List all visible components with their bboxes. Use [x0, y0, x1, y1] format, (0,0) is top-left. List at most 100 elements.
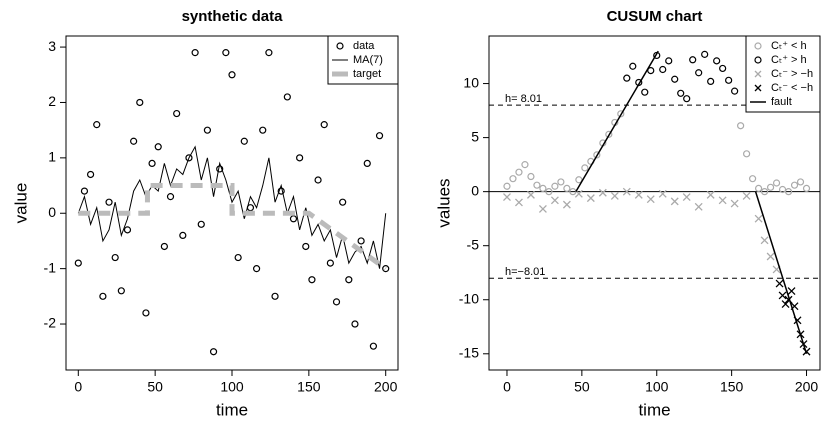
x-tick-label: 200	[795, 379, 819, 395]
point	[659, 65, 667, 74]
x-tick-label: 150	[720, 379, 744, 395]
x-tick-label: 200	[374, 379, 398, 395]
line	[77, 145, 387, 269]
chart-title: CUSUM chart	[607, 8, 703, 25]
point	[514, 198, 523, 207]
legend-label: MA(7)	[353, 54, 383, 66]
point	[271, 292, 279, 300]
point	[527, 172, 535, 181]
point	[629, 62, 637, 70]
point	[665, 57, 673, 65]
point	[142, 309, 150, 317]
y-tick-label: 5	[471, 128, 479, 144]
chart-title: synthetic data	[182, 8, 284, 25]
point	[130, 137, 138, 145]
point	[74, 259, 82, 267]
point	[259, 126, 267, 134]
point	[766, 183, 775, 191]
legend-label: Cₜ⁻ > −h	[771, 68, 813, 80]
point	[718, 196, 727, 205]
point	[351, 320, 359, 328]
point	[706, 190, 715, 199]
point	[93, 121, 101, 129]
point	[622, 187, 631, 196]
point	[775, 279, 784, 288]
point	[760, 236, 769, 245]
point	[203, 126, 212, 134]
y-tick-label: 3	[48, 38, 56, 54]
point	[562, 200, 571, 209]
point	[283, 93, 291, 101]
point	[197, 220, 205, 228]
point	[737, 122, 745, 130]
legend-label: data	[353, 40, 375, 52]
point	[796, 178, 805, 186]
legend-swatch	[754, 42, 762, 50]
y-tick-label: -1	[44, 259, 57, 275]
y-tick-label: 1	[48, 149, 56, 165]
point	[99, 292, 107, 300]
point	[136, 98, 144, 107]
point	[623, 74, 631, 82]
point	[185, 154, 193, 162]
legend-swatch	[754, 70, 762, 78]
point	[743, 150, 751, 158]
point	[701, 50, 709, 58]
point	[277, 187, 285, 195]
y-tick-label: 0	[471, 182, 479, 198]
point	[670, 197, 679, 206]
point	[749, 175, 757, 183]
x-axis-label: time	[638, 400, 670, 419]
x-tick-label: 0	[503, 379, 511, 395]
y-axis-label: value	[11, 183, 30, 224]
point	[575, 176, 583, 184]
h-line-label: h= 8.01	[505, 93, 542, 105]
point	[646, 195, 655, 204]
point	[778, 291, 787, 300]
point	[725, 76, 733, 84]
y-tick-label: 2	[48, 93, 56, 109]
point	[228, 71, 236, 79]
point	[154, 143, 162, 151]
point	[123, 226, 132, 234]
point	[326, 259, 334, 267]
point	[713, 57, 721, 65]
point	[563, 184, 571, 193]
point	[160, 242, 168, 251]
point	[610, 192, 619, 200]
point	[557, 178, 565, 186]
line	[575, 50, 808, 355]
legend-swatch	[754, 84, 762, 92]
point	[781, 300, 790, 309]
point	[339, 198, 347, 206]
legend-swatch	[336, 42, 344, 50]
point	[754, 184, 763, 193]
point	[754, 214, 763, 223]
point	[111, 253, 119, 262]
point	[671, 75, 679, 83]
point	[345, 276, 353, 284]
point	[234, 253, 242, 262]
point	[363, 159, 371, 167]
point	[802, 184, 811, 193]
x-tick-label: 150	[297, 379, 321, 395]
point	[148, 159, 156, 167]
point	[784, 188, 793, 196]
y-axis-label: values	[434, 178, 453, 227]
point	[790, 181, 799, 189]
point	[179, 231, 187, 240]
point	[191, 49, 199, 57]
y-tick-label: 0	[48, 204, 56, 220]
point	[533, 181, 541, 189]
point	[707, 77, 715, 85]
point	[240, 137, 248, 145]
point	[80, 187, 89, 195]
point	[772, 179, 781, 187]
point	[617, 110, 625, 118]
point	[521, 161, 529, 169]
point	[683, 95, 691, 103]
point	[296, 154, 304, 162]
legend-label: Cₜ⁻ < −h	[771, 82, 813, 94]
point	[222, 49, 230, 57]
